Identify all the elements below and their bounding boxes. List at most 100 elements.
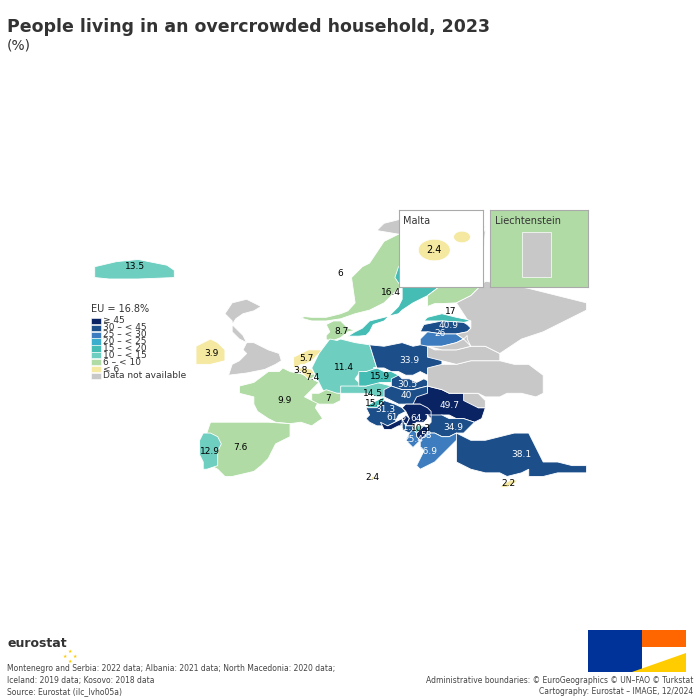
Polygon shape [286, 368, 315, 379]
Text: 28.5: 28.5 [351, 425, 371, 434]
Ellipse shape [419, 239, 450, 261]
Text: 15.6: 15.6 [365, 399, 386, 408]
Polygon shape [312, 390, 341, 404]
Text: 58: 58 [420, 431, 432, 440]
Text: 13.5: 13.5 [125, 262, 145, 271]
Text: 7: 7 [325, 394, 330, 402]
Text: 31.3: 31.3 [375, 405, 396, 414]
Text: eurostat: eurostat [7, 636, 66, 650]
Bar [91, 352, 101, 358]
Text: ★: ★ [68, 649, 72, 654]
Text: 5.7: 5.7 [300, 354, 314, 363]
Text: 15 – < 20: 15 – < 20 [104, 344, 147, 353]
Text: 40.9: 40.9 [438, 321, 458, 330]
Text: 61.6: 61.6 [386, 414, 407, 422]
Polygon shape [416, 433, 460, 469]
Text: 6: 6 [338, 270, 344, 279]
Polygon shape [420, 332, 463, 346]
Polygon shape [366, 400, 406, 426]
Polygon shape [381, 415, 409, 430]
Text: 9.9: 9.9 [277, 396, 291, 405]
Text: 14.5: 14.5 [363, 389, 382, 398]
Text: 7.6: 7.6 [234, 443, 248, 452]
Text: ★: ★ [68, 659, 72, 664]
Text: 41.8: 41.8 [398, 423, 418, 432]
Polygon shape [456, 433, 587, 477]
Polygon shape [384, 386, 431, 404]
Polygon shape [366, 397, 384, 407]
Polygon shape [391, 375, 431, 390]
Polygon shape [463, 393, 485, 407]
Text: 20 – < 25: 20 – < 25 [104, 337, 147, 346]
Bar [91, 373, 101, 379]
Text: 8.7: 8.7 [334, 327, 349, 335]
Text: Administrative boundaries: © EuroGeographics © UN–FAO © Turkstat
Cartography: Eu: Administrative boundaries: © EuroGeograp… [426, 676, 693, 696]
Polygon shape [428, 415, 475, 437]
Polygon shape [377, 212, 587, 354]
Polygon shape [413, 426, 424, 433]
Polygon shape [359, 368, 402, 386]
Text: Malta: Malta [403, 216, 430, 226]
Text: 7.4: 7.4 [305, 373, 320, 382]
Polygon shape [428, 360, 543, 397]
Polygon shape [199, 433, 221, 469]
Polygon shape [402, 419, 416, 433]
Polygon shape [632, 653, 686, 672]
Ellipse shape [454, 231, 470, 243]
Polygon shape [424, 314, 471, 323]
Polygon shape [642, 630, 686, 647]
Text: 34.9: 34.9 [443, 423, 463, 432]
Polygon shape [348, 234, 471, 336]
Polygon shape [199, 419, 290, 477]
Bar [91, 339, 101, 344]
Bar [91, 359, 101, 365]
Bar [91, 332, 101, 338]
Polygon shape [500, 480, 518, 487]
Text: 30.5: 30.5 [397, 380, 417, 389]
Text: ★: ★ [62, 654, 67, 659]
Polygon shape [402, 404, 431, 426]
Polygon shape [225, 300, 281, 375]
Text: 25.4: 25.4 [404, 435, 424, 444]
Polygon shape [326, 321, 355, 340]
Bar [91, 345, 101, 351]
Text: 2.4: 2.4 [426, 245, 442, 255]
Polygon shape [371, 476, 374, 479]
Text: Montenegro and Serbia: 2022 data; Albania: 2021 data; North Macedonia: 2020 data: Montenegro and Serbia: 2022 data; Albani… [7, 664, 335, 696]
Polygon shape [413, 386, 485, 422]
Text: 16.4: 16.4 [382, 288, 401, 297]
Text: 25 – < 30: 25 – < 30 [104, 330, 147, 340]
Polygon shape [406, 430, 420, 447]
Polygon shape [428, 346, 500, 364]
Text: 3.8: 3.8 [293, 365, 307, 375]
Text: 15.9: 15.9 [370, 372, 391, 381]
Text: 30 – < 45: 30 – < 45 [104, 323, 147, 332]
Polygon shape [94, 260, 174, 279]
Text: 10.3: 10.3 [411, 424, 431, 433]
Polygon shape [312, 339, 377, 393]
Bar [91, 366, 101, 372]
Text: EU = 16.8%: EU = 16.8% [91, 304, 149, 314]
Text: Liechtenstein: Liechtenstein [495, 216, 561, 226]
Text: 6 – < 10: 6 – < 10 [104, 358, 141, 367]
Polygon shape [309, 374, 315, 379]
Polygon shape [301, 223, 485, 321]
Text: 3.9: 3.9 [204, 349, 219, 358]
Polygon shape [370, 342, 442, 375]
Text: 11.4: 11.4 [334, 363, 354, 372]
Text: 64.1: 64.1 [410, 414, 430, 423]
Polygon shape [239, 368, 323, 426]
Text: 12.9: 12.9 [199, 447, 220, 456]
Text: People living in an overcrowded household, 2023: People living in an overcrowded househol… [7, 18, 490, 36]
Bar [91, 318, 101, 324]
Polygon shape [416, 426, 435, 440]
Text: 38.1: 38.1 [512, 450, 531, 459]
Bar [91, 325, 101, 331]
Text: < 6: < 6 [104, 365, 120, 374]
Text: 26: 26 [435, 329, 446, 337]
Text: 49.7: 49.7 [439, 401, 459, 410]
Polygon shape [588, 630, 642, 672]
Text: 2.4: 2.4 [365, 473, 379, 482]
Text: 8.8: 8.8 [449, 270, 463, 279]
Text: 10 – < 15: 10 – < 15 [104, 351, 147, 360]
